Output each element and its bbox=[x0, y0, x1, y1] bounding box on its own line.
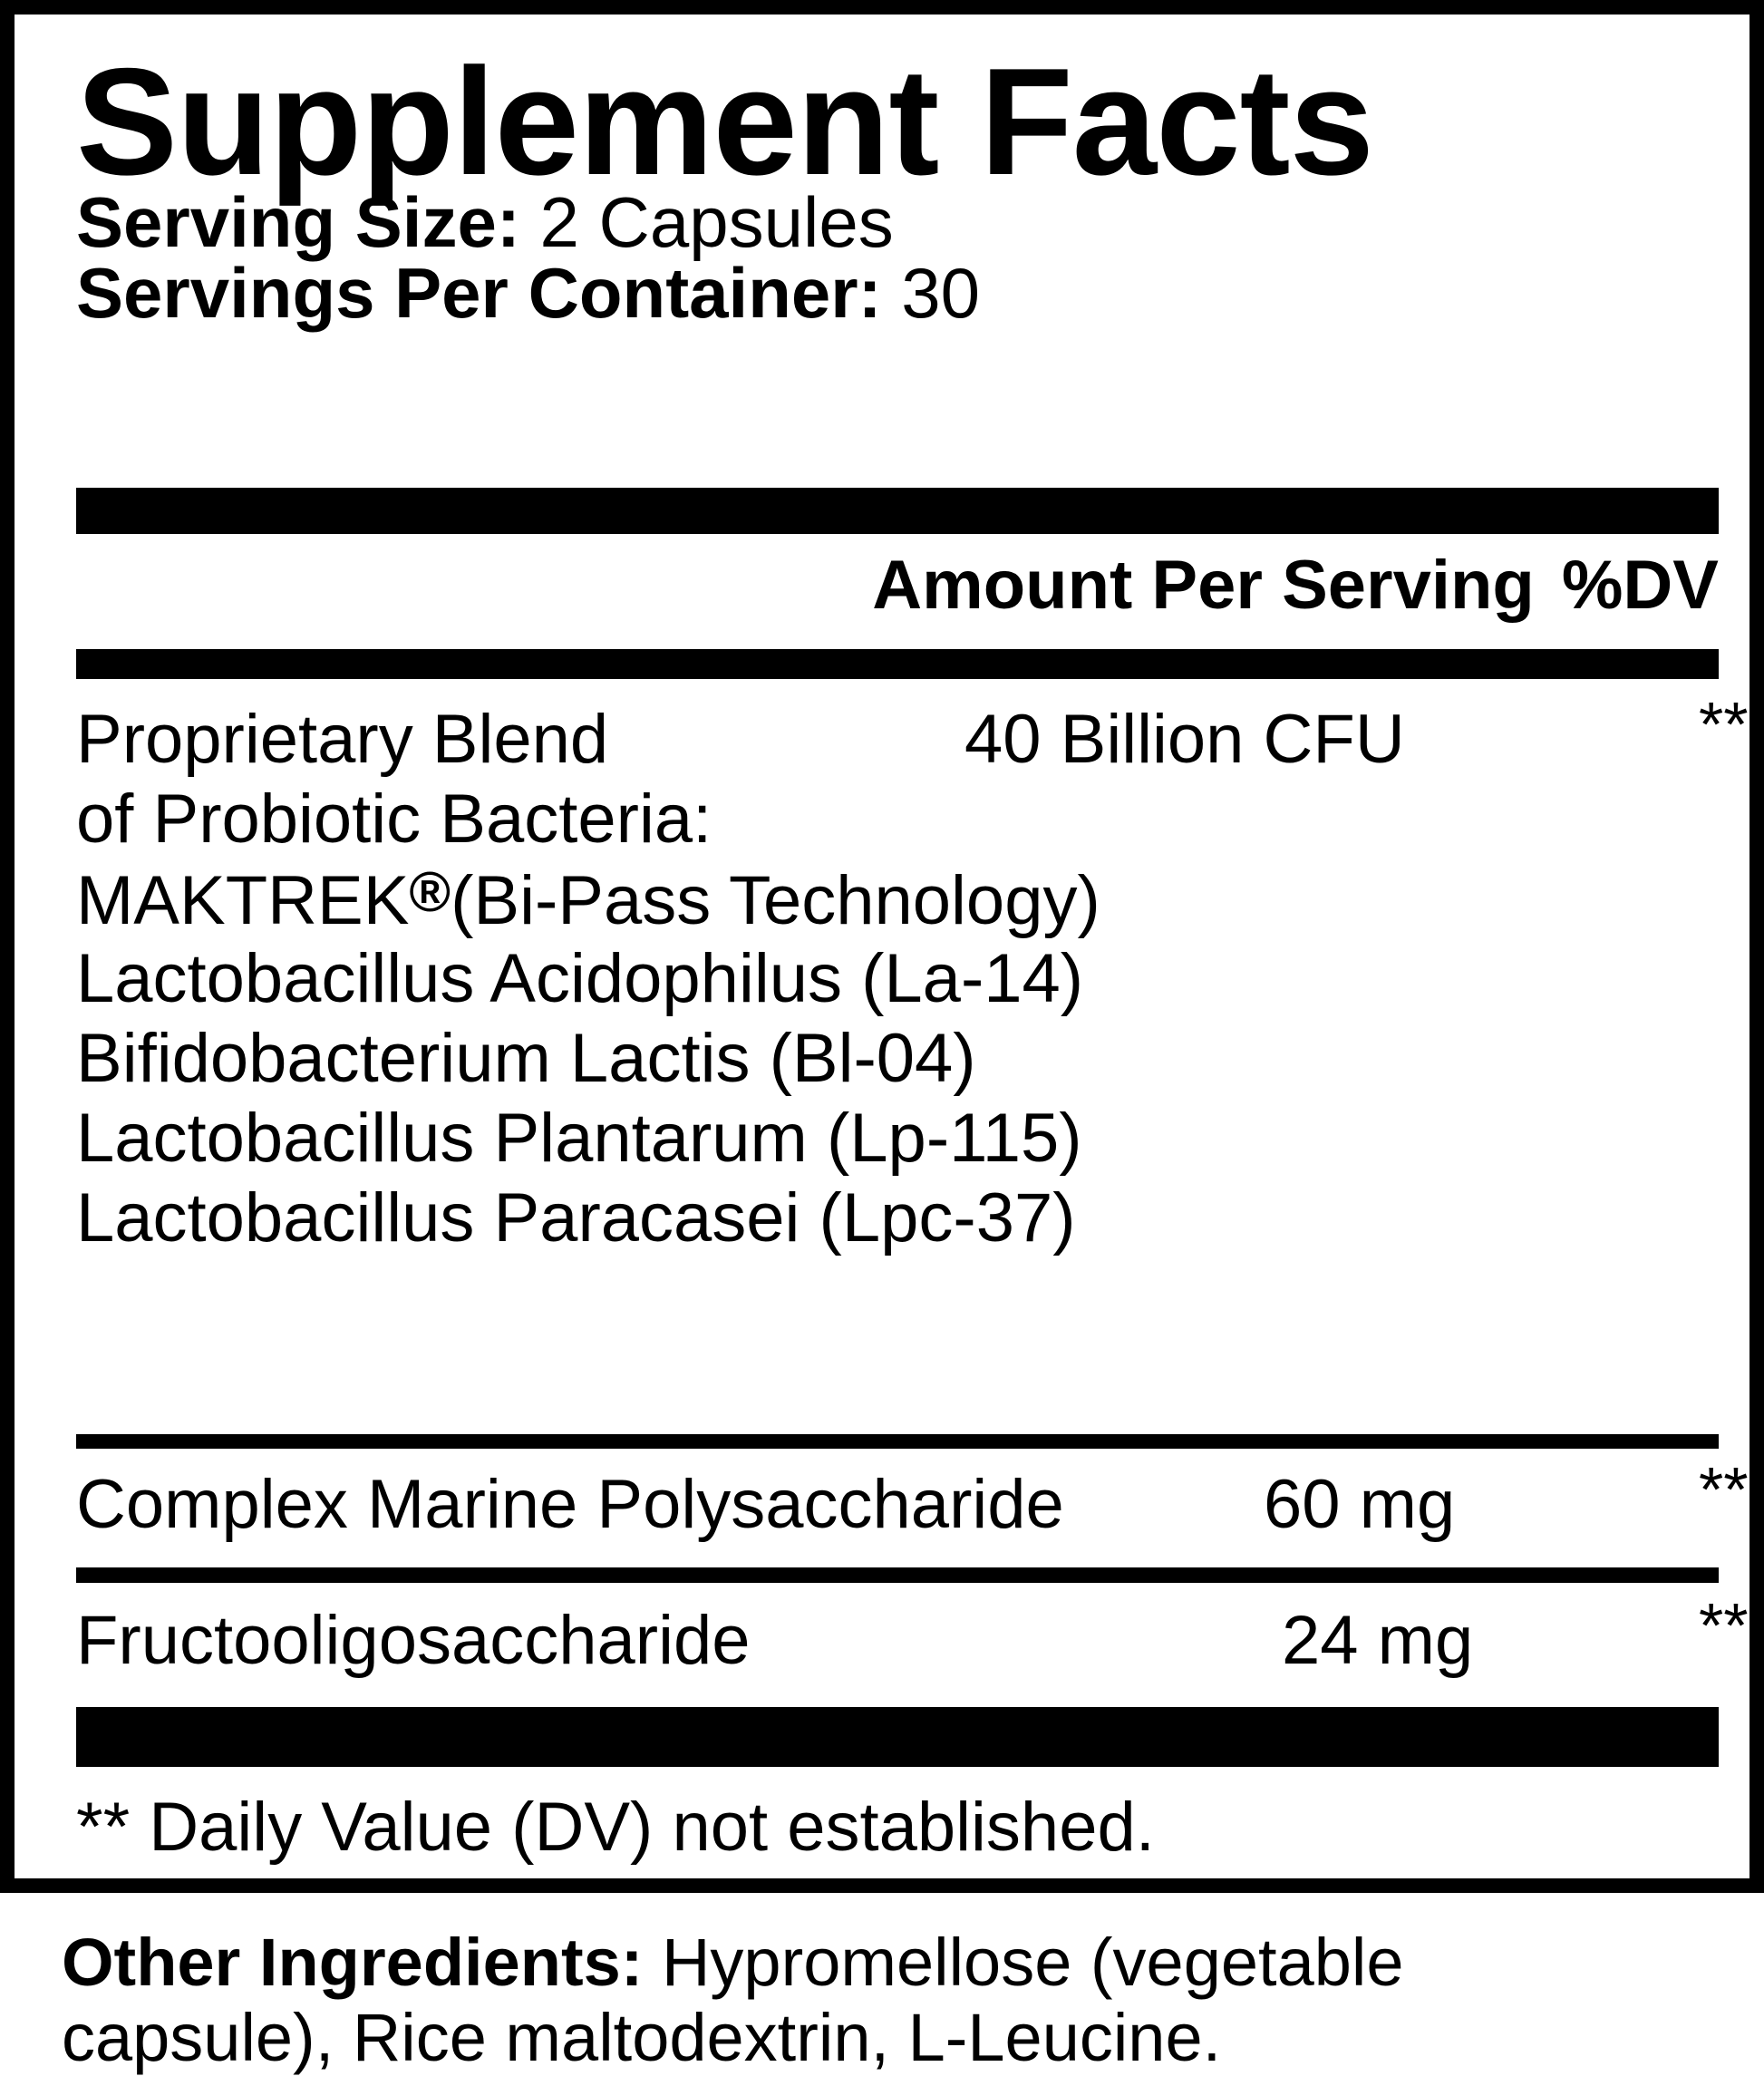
rule-thick-above-footnote bbox=[76, 1707, 1719, 1767]
serving-size-line: Serving Size: 2 Capsules bbox=[76, 187, 894, 257]
column-headers: Amount Per Serving %DV bbox=[76, 551, 1719, 620]
row-name: Lactobacillus Plantarum (Lp-115) bbox=[76, 1100, 1082, 1177]
serving-size-value: 2 Capsules bbox=[539, 182, 894, 262]
row-name: Complex Marine Polysaccharide bbox=[76, 1466, 1064, 1543]
rule-thick-top bbox=[76, 488, 1719, 534]
servings-per-container-label: Servings Per Container: bbox=[76, 253, 882, 333]
row-name: Lactobacillus Paracasei (Lpc-37) bbox=[76, 1179, 1076, 1256]
column-header-dv: %DV bbox=[1561, 547, 1719, 624]
servings-per-container-value: 30 bbox=[901, 253, 981, 333]
maktrek-suffix: (Bi-Pass Technology) bbox=[451, 862, 1100, 939]
rule-thin-above-fos bbox=[76, 1567, 1719, 1583]
serving-size-label: Serving Size: bbox=[76, 182, 520, 262]
supplement-facts-panel: Supplement Facts Serving Size: 2 Capsule… bbox=[0, 0, 1764, 1893]
other-ingredients-value: Hypromellose (vegetable capsule), Rice m… bbox=[62, 1925, 1404, 2075]
row-name: Fructooligosaccharide bbox=[76, 1602, 751, 1679]
page-title: Supplement Facts bbox=[76, 36, 1374, 207]
rule-thin-above-marine bbox=[76, 1434, 1719, 1449]
row-name: Proprietary Blend bbox=[76, 701, 609, 778]
other-ingredients-label: Other Ingredients: bbox=[62, 1925, 644, 2000]
maktrek-text: MAKTREK bbox=[76, 862, 410, 939]
column-header-amount: Amount Per Serving bbox=[872, 547, 1535, 624]
row-name: of Probiotic Bacteria: bbox=[76, 781, 712, 858]
row-amount: 40 Billion CFU bbox=[964, 701, 1405, 778]
row-amount: 24 mg bbox=[1282, 1602, 1474, 1679]
other-ingredients: Other Ingredients: Hypromellose (vegetab… bbox=[62, 1925, 1603, 2076]
daily-value-footnote: ** Daily Value (DV) not established. bbox=[76, 1789, 1155, 1866]
row-dv: ** bbox=[1699, 1454, 1749, 1525]
row-name: MAKTREK®(Bi-Pass Technology) bbox=[76, 865, 1100, 936]
row-dv: ** bbox=[1699, 1590, 1749, 1661]
servings-per-container-line: Servings Per Container: 30 bbox=[76, 257, 980, 328]
row-name: Bifidobacterium Lactis (Bl-04) bbox=[76, 1020, 976, 1097]
row-name: Lactobacillus Acidophilus (La-14) bbox=[76, 940, 1084, 1017]
row-dv: ** bbox=[1699, 689, 1749, 760]
registered-trademark-icon: ® bbox=[409, 861, 451, 924]
row-amount: 60 mg bbox=[1264, 1466, 1456, 1543]
rule-thick-under-headers bbox=[76, 649, 1719, 679]
